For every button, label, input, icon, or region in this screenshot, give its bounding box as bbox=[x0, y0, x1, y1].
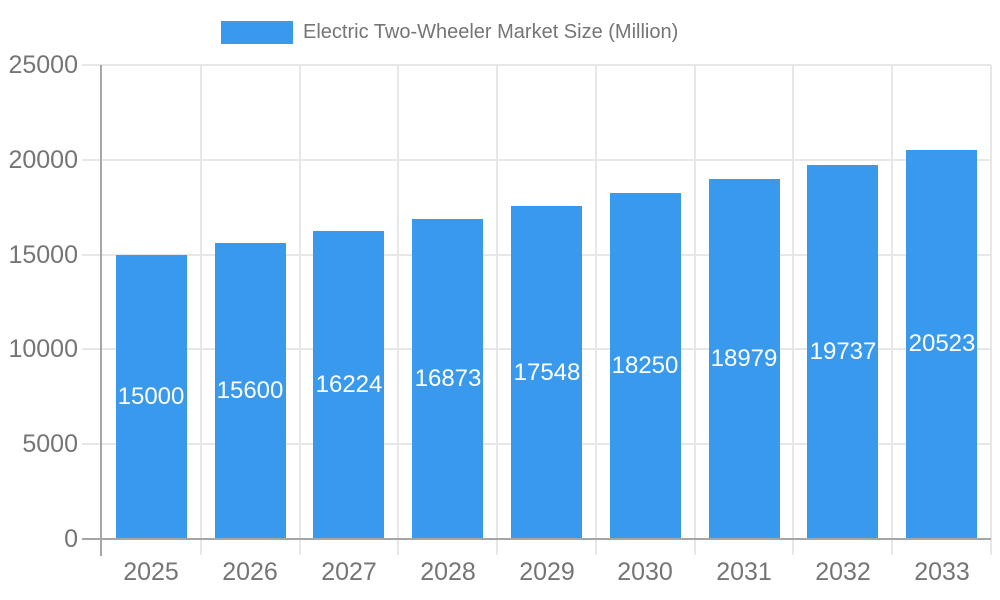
bar-2027[interactable] bbox=[313, 231, 384, 538]
v-gridline bbox=[891, 65, 893, 539]
bar-2032[interactable] bbox=[807, 165, 878, 538]
bar-2026[interactable] bbox=[215, 243, 286, 538]
v-gridline bbox=[595, 65, 597, 539]
v-gridline bbox=[792, 65, 794, 539]
y-tick-label: 0 bbox=[64, 525, 78, 553]
x-tick-mark bbox=[990, 539, 992, 555]
bar-value-label: 15000 bbox=[117, 383, 185, 410]
bar-value-label: 15600 bbox=[216, 377, 284, 404]
x-tick-label: 2028 bbox=[420, 558, 476, 586]
bar-value-label: 18979 bbox=[710, 345, 778, 372]
h-gridline bbox=[102, 64, 991, 66]
x-tick-label: 2027 bbox=[321, 558, 377, 586]
y-tick-label: 25000 bbox=[8, 51, 78, 79]
bar-2029[interactable] bbox=[511, 206, 582, 538]
x-tick-mark bbox=[694, 539, 696, 555]
y-tick-label: 20000 bbox=[8, 146, 78, 174]
x-tick-label: 2032 bbox=[815, 558, 871, 586]
x-tick-label: 2029 bbox=[519, 558, 575, 586]
v-gridline bbox=[496, 65, 498, 539]
x-tick-mark bbox=[200, 539, 202, 555]
x-axis-line bbox=[100, 538, 991, 540]
y-tick-mark bbox=[82, 64, 102, 66]
bar-2025[interactable] bbox=[116, 255, 187, 538]
bar-value-label: 19737 bbox=[809, 338, 877, 365]
x-tick-mark bbox=[792, 539, 794, 555]
bar-2033[interactable] bbox=[906, 150, 977, 538]
legend-swatch-icon bbox=[221, 21, 293, 44]
v-gridline bbox=[299, 65, 301, 539]
bar-value-label: 16873 bbox=[414, 365, 482, 392]
y-tick-mark bbox=[82, 348, 102, 350]
y-tick-label: 5000 bbox=[22, 430, 78, 458]
x-tick-mark bbox=[397, 539, 399, 555]
x-tick-label: 2033 bbox=[914, 558, 970, 586]
x-tick-mark bbox=[496, 539, 498, 555]
legend-item[interactable]: Electric Two-Wheeler Market Size (Millio… bbox=[221, 21, 678, 44]
bar-2030[interactable] bbox=[610, 193, 681, 538]
bar-value-label: 20523 bbox=[908, 330, 976, 357]
legend-label: Electric Two-Wheeler Market Size (Millio… bbox=[303, 21, 679, 43]
y-tick-mark bbox=[82, 538, 102, 540]
x-tick-label: 2026 bbox=[222, 558, 278, 586]
x-tick-label: 2030 bbox=[617, 558, 673, 586]
y-tick-mark bbox=[82, 254, 102, 256]
x-tick-mark bbox=[299, 539, 301, 555]
x-tick-label: 2025 bbox=[123, 558, 179, 586]
y-tick-label: 10000 bbox=[8, 335, 78, 363]
bar-2028[interactable] bbox=[412, 219, 483, 538]
h-gridline bbox=[102, 159, 991, 161]
v-gridline bbox=[200, 65, 202, 539]
x-tick-mark bbox=[595, 539, 597, 555]
bar-value-label: 18250 bbox=[611, 352, 679, 379]
x-tick-mark bbox=[891, 539, 893, 555]
y-tick-label: 15000 bbox=[8, 241, 78, 269]
bar-value-label: 17548 bbox=[513, 359, 581, 386]
v-gridline bbox=[694, 65, 696, 539]
bar-2031[interactable] bbox=[709, 179, 780, 538]
v-gridline bbox=[990, 65, 992, 539]
x-tick-label: 2031 bbox=[716, 558, 772, 586]
v-gridline bbox=[397, 65, 399, 539]
y-axis-line bbox=[100, 65, 102, 556]
bar-value-label: 16224 bbox=[315, 371, 383, 398]
y-tick-mark bbox=[82, 443, 102, 445]
y-tick-mark bbox=[82, 159, 102, 161]
